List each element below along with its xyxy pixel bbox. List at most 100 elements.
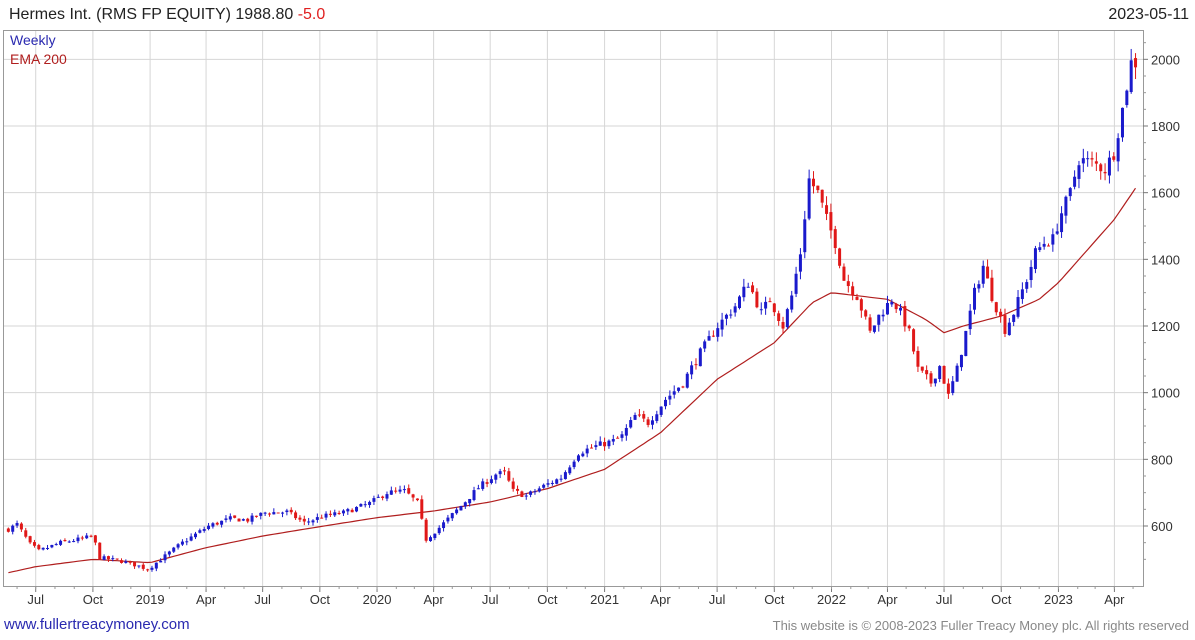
candle-body <box>259 512 263 516</box>
candle-body <box>172 547 176 552</box>
candle-body <box>968 310 972 330</box>
candle-body <box>572 461 576 468</box>
candle-body <box>498 471 502 475</box>
candle-body <box>881 314 885 317</box>
candle-body <box>485 482 489 484</box>
candle-body <box>106 556 110 560</box>
candle-body <box>89 535 93 537</box>
candle-body <box>254 515 258 517</box>
candle-body <box>681 386 685 388</box>
candle-body <box>520 491 524 497</box>
tick-label-y: 1000 <box>1151 386 1180 401</box>
tick-label-y: 1600 <box>1151 186 1180 201</box>
candle-body <box>128 561 132 563</box>
candle-body <box>193 533 197 538</box>
candle-body <box>381 496 385 498</box>
candle-body <box>698 348 702 367</box>
candle-body <box>385 494 389 499</box>
candle-body <box>28 536 32 543</box>
candle-body <box>603 442 607 447</box>
candle-body <box>59 540 63 545</box>
candle-body <box>1077 165 1081 179</box>
candle-body <box>1007 322 1011 336</box>
candle-body <box>598 441 602 446</box>
candle-body <box>37 545 41 550</box>
candle-body <box>668 395 672 400</box>
candle-body <box>450 513 454 519</box>
candle-body <box>394 490 398 492</box>
candle-body <box>629 420 633 428</box>
candle-body <box>1051 234 1055 245</box>
candle-body <box>650 420 654 425</box>
candle-body <box>433 533 437 539</box>
tick-label-x: Jul <box>27 592 44 607</box>
candle-body <box>851 286 855 296</box>
candle-body <box>19 523 23 530</box>
chart-header: Hermes Int. (RMS FP EQUITY) 1988.80 -5.0 <box>9 6 325 24</box>
candle-body <box>694 364 698 366</box>
candle-body <box>185 541 189 543</box>
candle-body <box>751 285 755 293</box>
candle-body <box>846 281 850 287</box>
candle-body <box>537 488 541 492</box>
tick-label-x: Oct <box>83 592 104 607</box>
candle-body <box>829 212 833 231</box>
candle-body <box>707 336 711 341</box>
candle-body <box>311 520 315 523</box>
candle-body <box>455 509 459 514</box>
candle-body <box>481 481 485 489</box>
candle-body <box>24 530 28 537</box>
tick-label-x: 2021 <box>590 592 619 607</box>
candle-body <box>359 503 363 507</box>
candle-body <box>154 562 158 569</box>
candle-body <box>1025 282 1029 289</box>
candle-body <box>794 273 798 294</box>
candle-body <box>550 482 554 484</box>
candle-body <box>576 455 580 461</box>
candle-body <box>63 540 67 542</box>
candle-body <box>6 528 10 532</box>
candle-body <box>981 265 985 284</box>
price-change: -5.0 <box>297 6 326 23</box>
candle-body <box>41 547 45 550</box>
candle-body <box>124 561 128 563</box>
candle-body <box>633 414 637 420</box>
candle-body <box>363 504 367 506</box>
candle-body <box>324 513 328 518</box>
candle-body <box>859 299 863 311</box>
candle-body <box>951 381 955 393</box>
candle-body <box>446 517 450 522</box>
candle-body <box>1038 247 1042 250</box>
candle-body <box>768 301 772 303</box>
candle-body <box>1064 196 1068 216</box>
candle-body <box>294 512 298 519</box>
candle-body <box>220 520 224 525</box>
candle-body <box>289 509 293 513</box>
candles <box>6 48 1138 572</box>
candle-body <box>590 447 594 449</box>
candle-body <box>368 501 372 506</box>
candle-body <box>994 302 998 313</box>
candle-body <box>1016 297 1020 317</box>
candle-body <box>102 556 106 560</box>
candle-body <box>1046 245 1050 247</box>
copyright-notice: This website is © 2008-2023 Fuller Treac… <box>772 618 1189 633</box>
tick-label-x: Apr <box>196 592 217 607</box>
candle-body <box>233 515 237 518</box>
candle-body <box>563 472 567 480</box>
tick-label-y: 800 <box>1151 452 1173 467</box>
candle-body <box>198 530 202 533</box>
candle-body <box>420 499 424 519</box>
candle-body <box>1073 176 1077 187</box>
tick-label-x: Oct <box>537 592 558 607</box>
candle-body <box>916 350 920 367</box>
chart-date: 2023-05-11 <box>1108 6 1189 23</box>
ema-200-path <box>8 187 1136 574</box>
website-link[interactable]: www.fullertreacymoney.com <box>4 616 190 633</box>
candle-body <box>1086 158 1090 160</box>
candle-body <box>655 414 659 421</box>
candle-body <box>1134 58 1138 68</box>
candle-body <box>1068 188 1072 197</box>
candle-body <box>402 489 406 491</box>
